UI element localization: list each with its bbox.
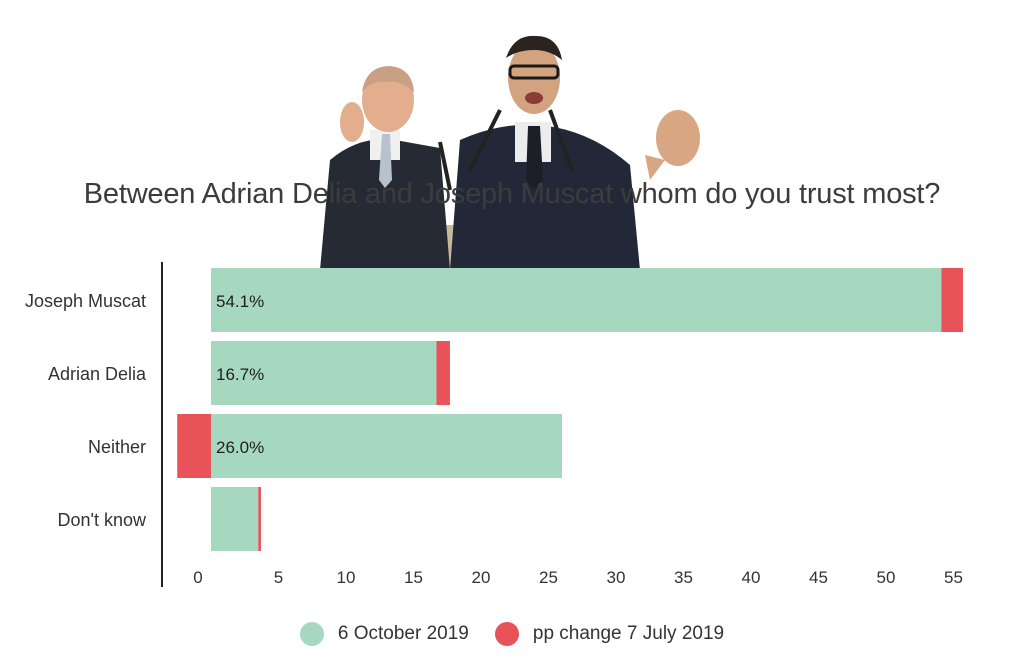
bar-pp-change: [436, 341, 450, 405]
x-tick-label: 15: [404, 568, 423, 587]
x-tick-label: 10: [337, 568, 356, 587]
legend-item-pp-change: pp change 7 July 2019: [494, 622, 725, 646]
x-tick-label: 55: [944, 568, 963, 587]
x-tick-label: 0: [193, 568, 202, 587]
x-tick-label: 35: [674, 568, 693, 587]
category-label: Adrian Delia: [48, 364, 147, 384]
x-tick-label: 45: [809, 568, 828, 587]
data-label: 54.1%: [216, 292, 264, 311]
x-tick-label: 20: [472, 568, 491, 587]
legend-label-pp-change: pp change 7 July 2019: [532, 623, 725, 644]
data-label: 16.7%: [216, 365, 264, 384]
x-tick-label: 50: [877, 568, 896, 587]
legend-label-oct-2019: 6 October 2019: [337, 623, 469, 644]
legend-item-oct-2019: 6 October 2019: [299, 622, 469, 646]
bar-oct-2019: [211, 268, 942, 332]
data-label: 26.0%: [216, 438, 264, 457]
bar-pp-change: [258, 487, 261, 551]
bar-pp-change: [941, 268, 963, 332]
category-label: Joseph Muscat: [25, 291, 146, 311]
category-label: Don't know: [58, 510, 147, 530]
chart-title: Between Adrian Delia and Joseph Muscat w…: [83, 178, 941, 210]
bar-oct-2019: [211, 414, 562, 478]
x-tick-label: 40: [742, 568, 761, 587]
bar-oct-2019: [211, 487, 259, 551]
x-tick-label: 5: [274, 568, 283, 587]
chart-legend: 6 October 2019 pp change 7 July 2019: [0, 622, 1024, 646]
x-tick-label: 30: [607, 568, 626, 587]
bar-oct-2019: [211, 341, 437, 405]
category-label: Neither: [88, 437, 146, 457]
legend-swatch-green: [299, 622, 324, 646]
bar-pp-change: [177, 414, 211, 478]
x-tick-label: 25: [539, 568, 558, 587]
legend-swatch-red: [494, 622, 519, 646]
speakers-photo: [320, 35, 700, 270]
